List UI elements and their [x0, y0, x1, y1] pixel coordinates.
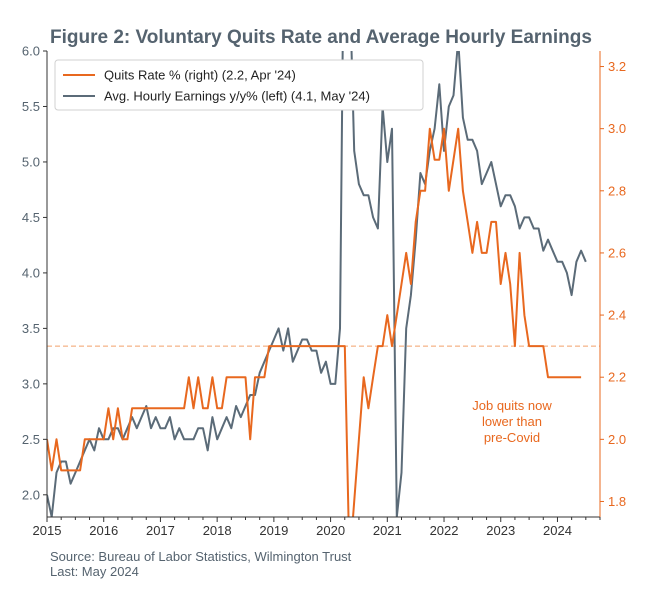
y-right-tick-label: 1.8 [608, 494, 626, 509]
y-right-tick-label: 2.4 [608, 308, 626, 323]
x-tick-label: 2018 [203, 523, 232, 538]
annotation-text: pre-Covid [484, 430, 540, 445]
annotation-text: lower than [482, 414, 542, 429]
y-left-tick-label: 6.0 [22, 44, 40, 59]
chart: 6.0 5.5 5.0 4.5 4.0 3.5 3.0 2.5 2.0 3.2 3.0 2.8 2.6 2… [22, 44, 626, 539]
x-tick-label: 2021 [373, 523, 402, 538]
x-tick-label: 2016 [89, 523, 118, 538]
y-left-tick-label: 3.5 [22, 321, 40, 336]
y-right-tick-label: 3.2 [608, 59, 626, 74]
annotation-text: Job quits now [472, 398, 552, 413]
y-left-tick-label: 4.0 [22, 265, 40, 280]
y-left-tick-label: 2.0 [22, 487, 40, 502]
quits-rate-line [47, 127, 582, 517]
legend-label: Quits Rate % (right) (2.2, Apr '24) [104, 68, 296, 83]
hourly-earnings-line [47, 51, 587, 517]
axis-layer: 6.0 5.5 5.0 4.5 4.0 3.5 3.0 2.5 2.0 3.2 3.0 2.8 2.6 2… [22, 44, 626, 539]
y-left-tick-label: 2.5 [22, 432, 40, 447]
x-tick-label: 2017 [146, 523, 175, 538]
source-note: Source: Bureau of Labor Statistics, Wilm… [50, 549, 351, 579]
source-line: Source: Bureau of Labor Statistics, Wilm… [50, 549, 352, 564]
chart-title: Figure 2: Voluntary Quits Rate and Avera… [50, 27, 592, 48]
y-left-tick-label: 4.5 [22, 210, 40, 225]
y-left-tick-label: 3.0 [22, 376, 40, 391]
legend: Quits Rate % (right) (2.2, Apr '24) Avg. … [54, 59, 424, 111]
x-tick-label: 2022 [430, 523, 459, 538]
y-right-tick-label: 2.0 [608, 432, 626, 447]
y-right-tick-label: 3.0 [608, 121, 626, 136]
y-right-tick-label: 2.2 [608, 370, 626, 385]
series-layer [47, 51, 587, 517]
x-tick-label: 2020 [316, 523, 345, 538]
y-left-tick-label: 5.0 [22, 154, 40, 169]
legend-label: Avg. Hourly Earnings y/y% (left) (4.1, M… [104, 89, 370, 104]
x-tick-label: 2024 [543, 523, 572, 538]
last-update-line: Last: May 2024 [50, 564, 139, 579]
y-right-tick-label: 2.8 [608, 183, 626, 198]
y-right-tick-label: 2.6 [608, 245, 626, 260]
x-tick-label: 2023 [486, 523, 515, 538]
legend-box [54, 59, 424, 111]
x-tick-label: 2019 [259, 523, 288, 538]
x-tick-label: 2015 [33, 523, 62, 538]
y-left-tick-label: 5.5 [22, 99, 40, 114]
